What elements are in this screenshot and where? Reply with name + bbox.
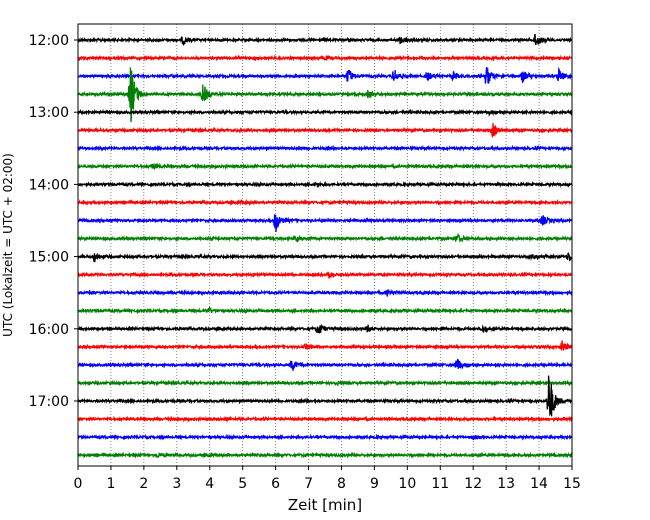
trace-line	[77, 108, 573, 117]
x-axis-ticks: 0 1 2 3 4 5 6 7 8 9 10 11 12 13 14 15	[74, 466, 581, 492]
y-tick-label: 15:00	[29, 250, 69, 266]
trace-line	[77, 144, 573, 152]
trace-line	[77, 33, 573, 46]
trace-line	[77, 214, 573, 233]
x-tick-label: 6	[271, 476, 280, 492]
trace-line	[77, 323, 573, 334]
trace-line	[77, 415, 573, 424]
y-tick-label: 14:00	[29, 177, 69, 193]
trace-line	[77, 180, 573, 189]
x-tick-label: 9	[370, 476, 379, 492]
x-tick-label: 0	[74, 476, 83, 492]
plot-area-frame	[77, 23, 573, 467]
trace-line	[77, 232, 573, 244]
trace-line	[77, 340, 573, 352]
trace-line	[77, 375, 573, 417]
x-tick-label: 2	[139, 476, 148, 492]
x-tick-label: 12	[464, 476, 482, 492]
trace-line	[77, 288, 573, 297]
x-tick-label: 3	[172, 476, 181, 492]
x-tick-label: 4	[205, 476, 214, 492]
x-tick-label: 13	[497, 476, 515, 492]
trace-line	[77, 451, 573, 459]
trace-line	[77, 66, 573, 84]
x-tick-label: 15	[563, 476, 581, 492]
trace-line	[77, 198, 573, 207]
x-tick-label: 14	[530, 476, 548, 492]
trace-line	[77, 67, 573, 123]
trace-line	[77, 122, 573, 139]
y-tick-label: 16:00	[29, 322, 69, 338]
y-tick-label: 13:00	[29, 105, 69, 121]
x-axis-label: Zeit [min]	[288, 496, 362, 514]
x-tick-label: 7	[304, 476, 313, 492]
trace-line	[77, 252, 573, 263]
trace-line	[77, 271, 573, 279]
y-axis-label: UTC (Lokalzeit = UTC + 02:00)	[1, 153, 15, 337]
x-tick-label: 11	[431, 476, 449, 492]
trace-line	[77, 358, 573, 371]
trace-line	[77, 162, 573, 170]
x-tick-label: 8	[337, 476, 346, 492]
trace-line	[77, 433, 573, 441]
y-tick-label: 12:00	[29, 33, 69, 49]
x-tick-label: 1	[106, 476, 115, 492]
trace-line	[77, 379, 573, 387]
y-axis-ticks: 12:00 13:00 14:00 15:00 16:00 17:00	[29, 33, 78, 410]
trace-line	[77, 54, 573, 62]
seismogram-traces	[77, 33, 573, 459]
x-tick-label: 5	[238, 476, 247, 492]
trace-line	[77, 306, 573, 315]
y-tick-label: 17:00	[29, 394, 69, 410]
x-tick-label: 10	[398, 476, 416, 492]
